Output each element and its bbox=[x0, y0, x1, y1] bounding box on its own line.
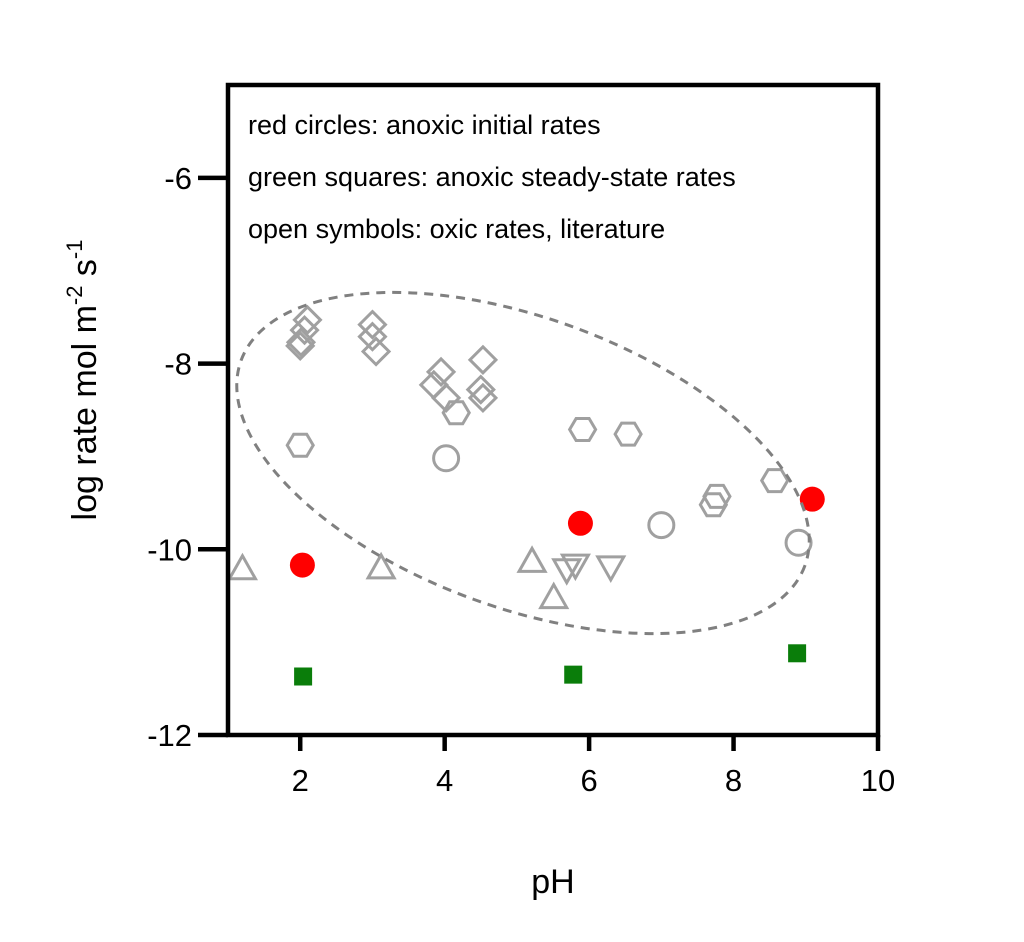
oxic-cluster-ellipse bbox=[235, 290, 811, 636]
data-point-diamond bbox=[465, 374, 496, 405]
data-point-hexagon bbox=[698, 492, 729, 518]
y-title-sup2: -1 bbox=[62, 240, 87, 260]
data-point-diamond bbox=[467, 382, 499, 414]
data-point-hexagon bbox=[441, 400, 471, 426]
legend-line-3: open symbols: oxic rates, literature bbox=[248, 214, 665, 244]
data-point-filled-circle bbox=[799, 486, 825, 512]
data-marks bbox=[226, 304, 825, 686]
data-point-triangle-up bbox=[516, 545, 548, 573]
data-point-triangle-down bbox=[595, 555, 627, 583]
y-tick-label: -12 bbox=[147, 718, 192, 753]
data-point-hexagon bbox=[613, 421, 643, 447]
y-tick-label: -6 bbox=[164, 161, 192, 196]
data-point-diamond bbox=[357, 309, 388, 340]
data-point-hexagon bbox=[567, 417, 598, 442]
data-point-triangle-up bbox=[538, 581, 570, 610]
axis-ticks: 2 4 6 8 10 -6 -8 -10 -12 bbox=[147, 161, 895, 798]
y-title-sup1: -2 bbox=[62, 286, 87, 306]
data-point-hexagon bbox=[759, 468, 790, 494]
x-tick-label: 4 bbox=[436, 763, 453, 798]
data-point-circle bbox=[784, 528, 813, 557]
data-point-diamond bbox=[285, 327, 317, 358]
data-point-circle bbox=[647, 511, 676, 540]
x-axis-title: pH bbox=[531, 863, 574, 901]
x-tick-label: 6 bbox=[580, 763, 597, 798]
y-axis-title: log rate mol m-2 s-1 bbox=[62, 240, 104, 521]
data-point-filled-square bbox=[294, 667, 313, 686]
x-tick-label: 10 bbox=[861, 763, 895, 798]
data-point-filled-square bbox=[788, 644, 807, 663]
y-tick-label: -8 bbox=[164, 347, 192, 382]
data-point-filled-circle bbox=[567, 510, 593, 536]
data-point-hexagon bbox=[702, 483, 732, 509]
plot-frame bbox=[225, 82, 881, 738]
data-point-circle bbox=[432, 444, 461, 473]
data-point-diamond bbox=[360, 336, 392, 367]
data-point-diamond bbox=[357, 321, 388, 352]
y-tick-label: -10 bbox=[147, 532, 192, 567]
data-point-diamond bbox=[425, 356, 457, 388]
y-title-main: log rate mol m bbox=[66, 305, 104, 520]
data-point-triangle-down bbox=[559, 553, 591, 582]
x-tick-label: 8 bbox=[725, 763, 742, 798]
data-point-diamond bbox=[292, 304, 323, 336]
data-point-diamond bbox=[285, 330, 316, 362]
x-tick-label: 2 bbox=[292, 763, 309, 798]
legend-line-1: red circles: anoxic initial rates bbox=[248, 110, 601, 140]
data-point-diamond bbox=[289, 315, 320, 346]
data-point-triangle-up bbox=[365, 551, 397, 580]
data-point-triangle-down bbox=[551, 558, 583, 586]
data-point-diamond bbox=[430, 382, 462, 414]
legend-line-2: green squares: anoxic steady-state rates bbox=[248, 162, 736, 192]
data-point-diamond bbox=[467, 344, 499, 375]
data-point-filled-square bbox=[564, 665, 583, 684]
data-point-triangle-up bbox=[226, 552, 259, 581]
y-title-mid: s bbox=[66, 259, 104, 285]
data-point-filled-circle bbox=[289, 552, 315, 578]
data-point-hexagon bbox=[285, 432, 315, 458]
